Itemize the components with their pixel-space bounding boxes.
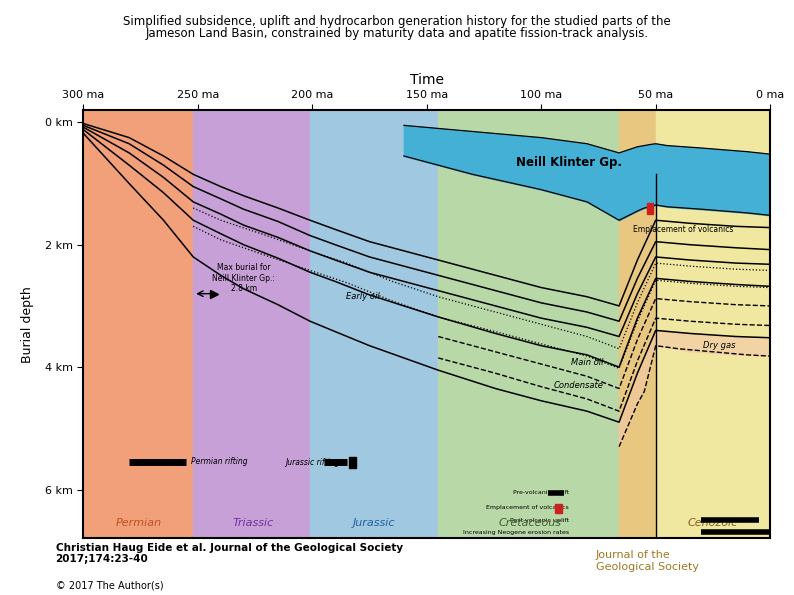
Text: Simplified subsidence, uplift and hydrocarbon generation history for the studied: Simplified subsidence, uplift and hydroc…: [123, 15, 671, 28]
Text: Jurassic: Jurassic: [353, 518, 395, 528]
Text: Condensate: Condensate: [553, 381, 603, 390]
Text: Dry gas: Dry gas: [703, 341, 736, 350]
Y-axis label: Burial depth: Burial depth: [21, 286, 34, 362]
Polygon shape: [619, 330, 770, 447]
Text: Main oil: Main oil: [571, 358, 603, 367]
Text: Cenozoic: Cenozoic: [688, 518, 738, 528]
Text: Pre-volcanic uplift: Pre-volcanic uplift: [513, 490, 569, 495]
Bar: [83, 110, 193, 538]
Text: Christian Haug Eide et al. Journal of the Geological Society
2017;174:23-40: Christian Haug Eide et al. Journal of th…: [56, 543, 403, 564]
Text: Emplacement of volcanics: Emplacement of volcanics: [486, 505, 569, 511]
Bar: [349, 457, 356, 468]
Text: Early oil: Early oil: [346, 292, 380, 301]
Text: © 2017 The Author(s): © 2017 The Author(s): [56, 580, 164, 590]
Text: Neill Klinter Gp.: Neill Klinter Gp.: [516, 156, 622, 168]
Bar: [193, 110, 310, 538]
Text: Jurassic rifting: Jurassic rifting: [285, 458, 340, 466]
Bar: [555, 503, 562, 513]
X-axis label: Time: Time: [410, 73, 444, 87]
Bar: [619, 110, 656, 538]
Text: Permian: Permian: [115, 518, 161, 528]
Text: Max burial for
Neill Klinter Gp.:
2.8 km: Max burial for Neill Klinter Gp.: 2.8 km: [212, 264, 275, 293]
Text: Cretaceous: Cretaceous: [499, 518, 561, 528]
Text: Emplacement of volcanics: Emplacement of volcanics: [633, 225, 734, 234]
Text: Journal of the
Geological Society: Journal of the Geological Society: [596, 550, 699, 572]
Text: Increasing Neogene erosion rates: Increasing Neogene erosion rates: [463, 530, 569, 535]
Bar: [310, 110, 438, 538]
Text: Post volcanic uplift: Post volcanic uplift: [510, 518, 569, 522]
Text: Jameson Land Basin, constrained by maturity data and apatite fission-track analy: Jameson Land Basin, constrained by matur…: [145, 27, 649, 40]
Text: Triassic: Triassic: [232, 518, 273, 528]
Bar: [646, 203, 653, 214]
Text: Permian rifting: Permian rifting: [191, 458, 248, 466]
Bar: [438, 110, 619, 538]
Bar: [656, 110, 770, 538]
